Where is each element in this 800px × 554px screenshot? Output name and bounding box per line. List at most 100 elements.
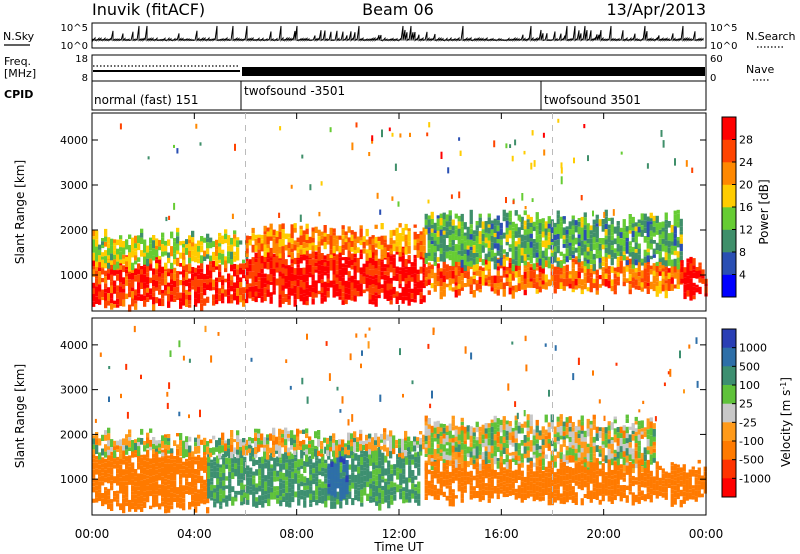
heatmap-cell bbox=[374, 274, 378, 279]
heatmap-cell bbox=[230, 294, 234, 300]
heatmap-cell bbox=[317, 246, 321, 254]
heatmap-cell bbox=[98, 492, 102, 497]
heatmap-cell bbox=[179, 497, 183, 504]
heatmap-cell bbox=[514, 446, 518, 452]
heatmap-cell bbox=[448, 210, 452, 216]
heatmap-cell bbox=[332, 280, 336, 285]
heatmap-cell bbox=[344, 264, 348, 268]
heatmap-cell bbox=[167, 463, 171, 472]
y-tick-label: 1000 bbox=[60, 269, 88, 282]
heatmap-cell bbox=[442, 282, 446, 290]
heatmap-cell bbox=[532, 252, 536, 258]
heatmap-cell bbox=[335, 244, 339, 252]
heatmap-cell bbox=[221, 275, 225, 280]
heatmap-cell bbox=[445, 465, 449, 470]
heatmap-cell bbox=[490, 242, 494, 251]
heatmap-cell bbox=[634, 443, 638, 448]
heatmap-cell bbox=[140, 269, 144, 275]
heatmap-cell bbox=[451, 457, 455, 463]
heatmap-cell bbox=[104, 250, 108, 257]
heatmap-cell bbox=[276, 470, 280, 477]
heatmap-cell bbox=[305, 259, 309, 265]
heatmap-cell bbox=[661, 480, 665, 484]
heatmap-cell bbox=[670, 465, 674, 471]
heatmap-cell bbox=[218, 271, 222, 278]
heatmap-cell bbox=[326, 278, 330, 283]
heatmap-cell bbox=[158, 462, 162, 469]
heatmap-cell bbox=[401, 274, 405, 282]
heatmap-cell bbox=[246, 470, 250, 478]
heatmap-cell bbox=[514, 460, 518, 465]
heatmap-cell bbox=[335, 291, 339, 297]
heatmap-cell bbox=[562, 244, 566, 248]
heatmap-cell bbox=[341, 292, 345, 297]
heatmap-cell bbox=[673, 238, 677, 246]
heatmap-cell bbox=[673, 480, 677, 486]
heatmap-cell bbox=[598, 258, 602, 263]
heatmap-cell bbox=[556, 427, 560, 433]
heatmap-cell bbox=[478, 473, 482, 480]
heatmap-cell bbox=[562, 272, 566, 279]
heatmap-cell bbox=[667, 483, 671, 488]
heatmap-cell bbox=[101, 289, 105, 298]
heatmap-cell bbox=[451, 500, 455, 507]
heatmap-cell bbox=[357, 454, 361, 462]
heatmap-cell bbox=[529, 446, 533, 452]
heatmap-cell bbox=[595, 238, 599, 243]
heatmap-cell bbox=[433, 277, 437, 285]
heatmap-cell bbox=[113, 280, 117, 287]
heatmap-cell bbox=[565, 274, 569, 279]
heatmap-cell bbox=[664, 482, 668, 487]
heatmap-cell bbox=[523, 289, 527, 296]
heatmap-cell bbox=[372, 484, 376, 492]
heatmap-cell bbox=[463, 222, 467, 230]
heatmap-cell bbox=[526, 267, 530, 271]
heatmap-cell bbox=[305, 433, 309, 439]
heatmap-cell bbox=[535, 457, 539, 466]
heatmap-cell bbox=[454, 251, 458, 257]
heatmap-cell bbox=[257, 433, 261, 438]
heatmap-cell bbox=[248, 448, 252, 453]
heatmap-cell bbox=[216, 491, 220, 499]
heatmap-cell bbox=[207, 457, 211, 463]
heatmap-cell bbox=[517, 264, 521, 271]
heatmap-cell bbox=[333, 501, 337, 509]
heatmap-cell bbox=[565, 434, 569, 439]
heatmap-cell bbox=[140, 465, 144, 474]
heatmap-cell bbox=[359, 225, 363, 229]
heatmap-cell bbox=[442, 467, 446, 472]
heatmap-cell bbox=[481, 465, 485, 470]
heatmap-cell bbox=[526, 457, 530, 463]
heatmap-cell bbox=[375, 492, 379, 497]
heatmap-cell bbox=[140, 266, 144, 270]
heatmap-cell bbox=[98, 438, 102, 446]
heatmap-cell bbox=[116, 456, 120, 461]
heatmap-cell bbox=[511, 442, 515, 447]
heatmap-cell bbox=[371, 251, 375, 258]
heatmap-cell bbox=[378, 473, 382, 481]
heatmap-cell bbox=[266, 227, 270, 232]
heatmap-cell bbox=[422, 240, 426, 246]
heatmap-cell bbox=[469, 224, 473, 229]
heatmap-cell bbox=[230, 280, 234, 286]
heatmap-cell bbox=[574, 492, 578, 498]
heatmap-cell bbox=[490, 223, 494, 230]
heatmap-cell bbox=[646, 446, 650, 451]
heatmap-cell bbox=[389, 430, 393, 437]
heatmap-cell bbox=[541, 433, 545, 440]
heatmap-cell bbox=[490, 220, 494, 224]
heatmap-cell bbox=[191, 466, 195, 474]
heatmap-cell bbox=[424, 267, 428, 271]
heatmap-cell bbox=[341, 277, 345, 286]
heatmap-cell bbox=[359, 283, 363, 289]
heatmap-cell bbox=[326, 240, 330, 245]
heatmap-cell bbox=[281, 229, 285, 233]
heatmap-cell bbox=[248, 236, 252, 240]
heatmap-cell bbox=[131, 450, 135, 458]
heatmap-cell bbox=[577, 438, 581, 445]
heatmap-cell bbox=[254, 258, 258, 262]
heatmap-cell bbox=[320, 265, 324, 274]
heatmap-cell bbox=[203, 437, 207, 445]
heatmap-cell bbox=[263, 287, 267, 294]
heatmap-cell bbox=[104, 434, 108, 441]
